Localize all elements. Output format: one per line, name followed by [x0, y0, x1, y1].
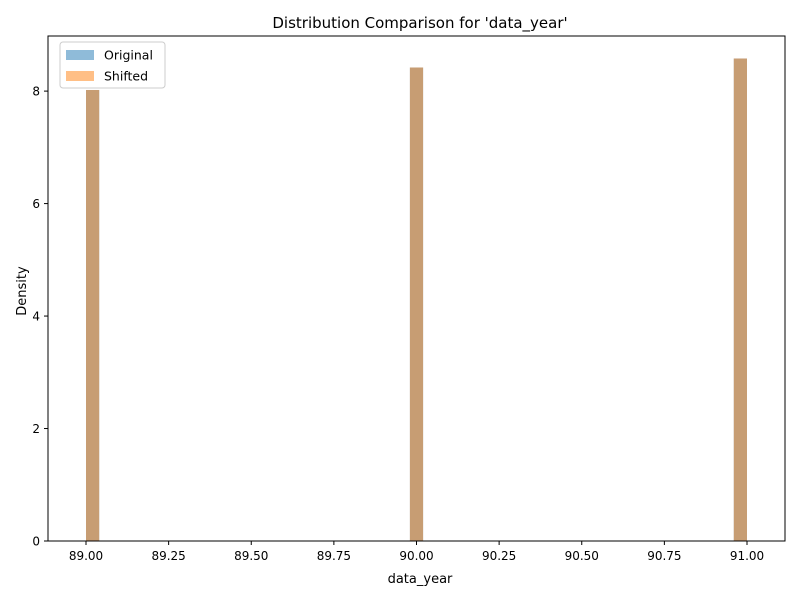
x-tick-label: 90.50: [565, 549, 599, 563]
bars-layer: [86, 58, 747, 542]
legend-swatch-shifted: [66, 71, 94, 81]
y-tick-label: 4: [32, 310, 40, 324]
bar-shifted-2: [733, 58, 747, 541]
x-axis-label: data_year: [388, 572, 453, 587]
bar-shifted-0: [86, 89, 100, 541]
x-axis-ticks: 89.00 89.25 89.50 89.75 90.00 90.25 90.50 90.75…: [69, 541, 764, 563]
plot-frame: [47, 35, 786, 542]
legend-label-shifted: Shifted: [104, 69, 148, 84]
legend-label-original: Original: [104, 48, 153, 63]
x-tick-label: 90.00: [399, 549, 433, 563]
x-tick-label: 90.25: [482, 549, 516, 563]
y-tick-label: 0: [32, 535, 40, 549]
bar-shifted-1: [409, 67, 424, 542]
x-tick-label: 91.00: [730, 549, 764, 563]
legend: Original Shifted: [59, 41, 166, 89]
x-tick-label: 89.00: [69, 549, 103, 563]
y-tick-label: 8: [32, 85, 40, 99]
x-tick-label: 90.75: [647, 549, 681, 563]
y-axis-label: Density: [15, 266, 30, 316]
chart-title: Distribution Comparison for 'data_year': [272, 14, 567, 33]
y-tick-label: 2: [32, 422, 40, 436]
x-tick-label: 89.75: [317, 549, 351, 563]
y-tick-label: 6: [32, 197, 40, 211]
y-axis-ticks: 0 2 4 6 8: [32, 85, 48, 549]
x-tick-label: 89.50: [234, 549, 268, 563]
x-tick-label: 89.25: [151, 549, 185, 563]
legend-swatch-original: [66, 50, 94, 60]
